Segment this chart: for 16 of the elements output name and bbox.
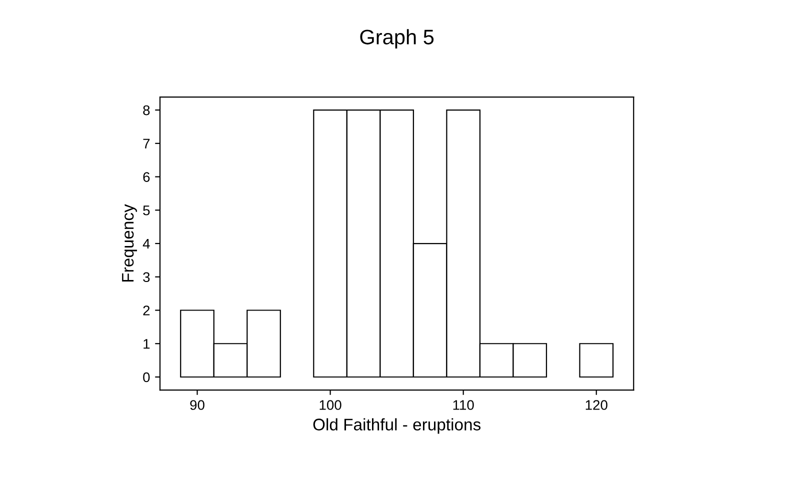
x-tick-label: 90 [190,400,204,410]
y-tick-label: 4 [142,238,150,249]
x-tick-label: 120 [586,400,608,410]
y-tick-label: 3 [143,272,150,282]
y-tick-label: 1 [144,339,150,349]
y-tick-label: 8 [143,105,150,116]
y-axis-title: Frequency [122,204,137,282]
y-tick-label: 7 [143,138,150,148]
y-tick-label: 2 [143,306,150,316]
x-tick-label: 110 [453,400,474,410]
y-tick-label: 6 [143,172,150,182]
x-axis-title: Old Faithful - eruptions [313,418,481,434]
y-tick-label: 0 [143,372,150,382]
x-tick-label: 100 [320,400,342,410]
chart-title: Graph 5 [360,29,434,49]
y-tick-label: 5 [143,206,150,216]
